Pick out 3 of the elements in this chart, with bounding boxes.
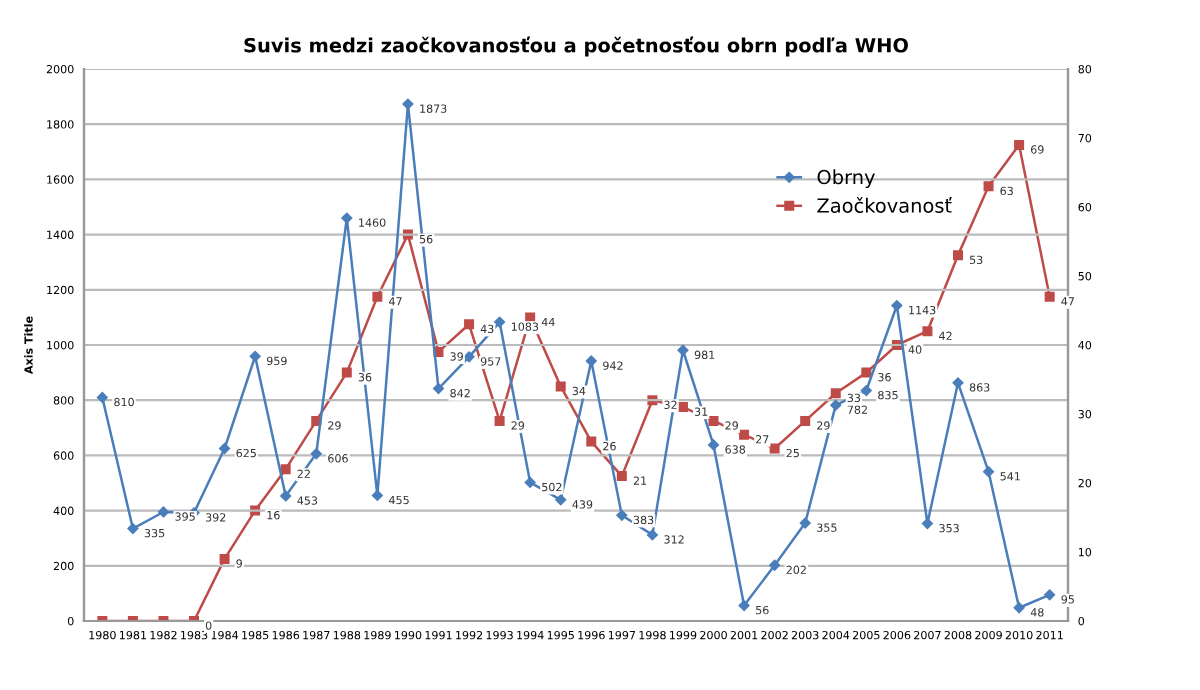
legend-label: Zaočkovanosť bbox=[817, 196, 952, 213]
chart-title: Suvis medzi zaočkovanosťou a početnosťou obrn podľa WHO bbox=[244, 36, 908, 57]
legend-label: Obrny bbox=[817, 169, 875, 189]
